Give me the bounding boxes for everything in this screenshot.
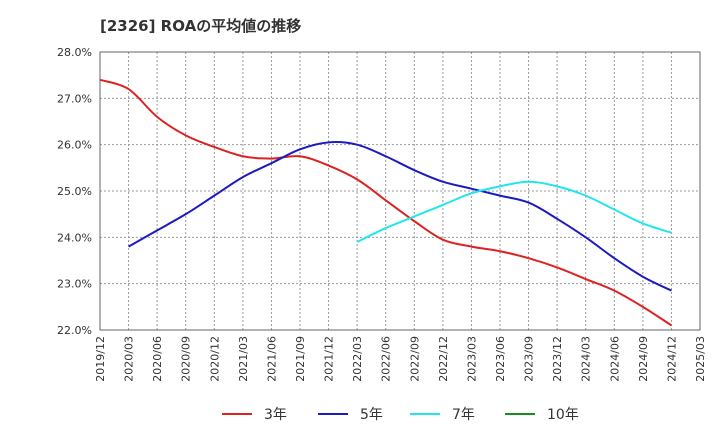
y-tick-label: 22.0% [57, 324, 92, 337]
series-line-1 [99, 78, 672, 327]
x-tick-label: 2022/03 [351, 336, 364, 382]
chart-title: [2326] ROAの平均値の推移 [100, 17, 301, 35]
x-tick-label: 2021/06 [265, 336, 278, 382]
x-tick-label: 2019/12 [94, 336, 107, 382]
x-tick-label: 2023/03 [465, 336, 478, 382]
axes: 28.0% 27.0% 26.0% 25.0% 24.0% 23.0% 22.0%2019/… [57, 46, 707, 382]
x-tick-label: 2020/06 [151, 336, 164, 382]
x-tick-label: 2020/09 [180, 336, 193, 382]
series-line-3 [356, 180, 672, 243]
x-tick-label: 2021/12 [323, 336, 336, 382]
series-line-2 [128, 141, 672, 292]
legend-label-3: 7年 [452, 407, 475, 423]
x-tick-label: 2020/12 [208, 336, 221, 382]
x-tick-label: 2022/06 [380, 336, 393, 382]
x-tick-label: 2021/09 [294, 336, 307, 382]
y-tick-label: 28.0% [57, 46, 92, 59]
plot-frame [99, 51, 701, 331]
x-tick-label: 2023/09 [523, 336, 536, 382]
y-tick-label: 26.0% [57, 139, 92, 152]
x-tick-label: 2022/09 [408, 336, 421, 382]
legend-label-2: 5年 [360, 407, 383, 423]
x-tick-label: 2025/03 [694, 336, 707, 382]
series-lines [99, 78, 672, 327]
y-tick-label: 25.0% [57, 185, 92, 198]
x-tick-label: 2024/09 [637, 336, 650, 382]
x-tick-label: 2022/12 [437, 336, 450, 382]
x-tick-label: 2023/12 [551, 336, 564, 382]
x-tick-label: 2020/03 [123, 336, 136, 382]
y-tick-label: 23.0% [57, 278, 92, 291]
x-tick-label: 2023/06 [494, 336, 507, 382]
x-tick-label: 2024/03 [580, 336, 593, 382]
legend-label-4: 10年 [547, 407, 579, 423]
x-tick-label: 2021/03 [237, 336, 250, 382]
legend: 3年 5年 7年 10年 [222, 407, 579, 423]
x-tick-label: 2024/12 [665, 336, 678, 382]
y-tick-label: 24.0% [57, 231, 92, 244]
legend-label-1: 3年 [264, 407, 287, 423]
y-tick-label: 27.0% [57, 92, 92, 105]
x-tick-label: 2024/06 [608, 336, 621, 382]
